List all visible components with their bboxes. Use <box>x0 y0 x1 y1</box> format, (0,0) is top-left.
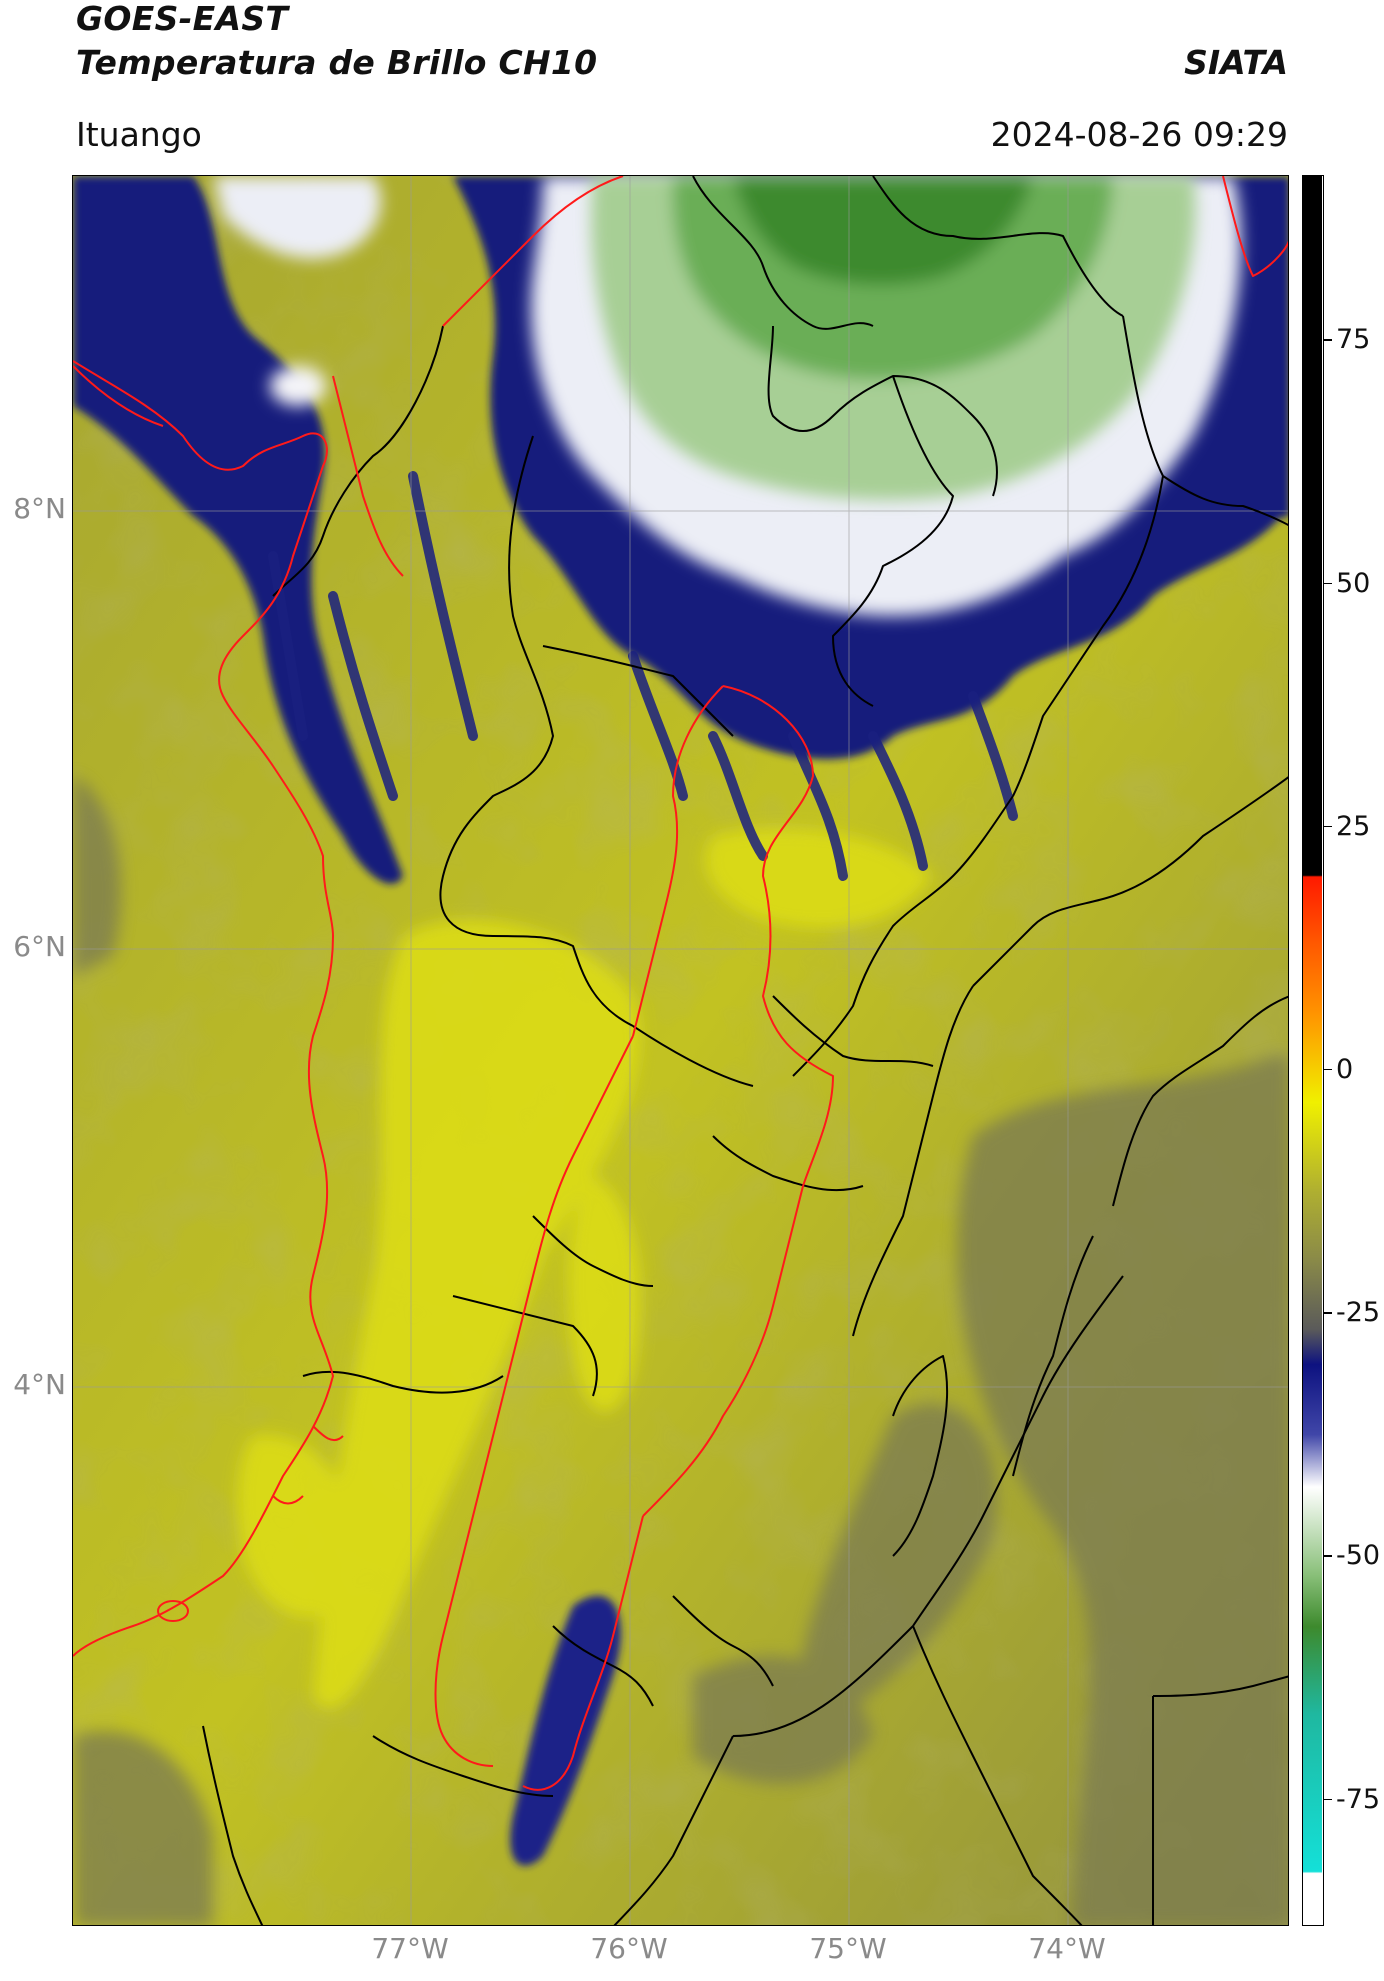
lon-label-77w: 77°W <box>371 1932 449 1965</box>
brand-label: SIATA <box>1184 43 1288 82</box>
coldest-green <box>591 176 1196 500</box>
colorbar-tick-label: -25 <box>1336 1297 1381 1329</box>
lat-label-8n: 8°N <box>13 492 66 525</box>
colorbar-tick <box>1324 1555 1332 1557</box>
colorbar-tick-label: 75 <box>1336 324 1371 356</box>
lon-label-75w: 75°W <box>809 1932 887 1965</box>
lat-label-6n: 6°N <box>13 930 66 963</box>
colorbar-tick <box>1324 339 1332 341</box>
lat-label-4n: 4°N <box>13 1368 66 1401</box>
colorbar-tick <box>1324 825 1332 828</box>
colorbar <box>1302 175 1324 1926</box>
colorbar-tick <box>1324 1798 1332 1801</box>
colorbar-tick-label: -75 <box>1336 1783 1381 1815</box>
lon-label-76w: 76°W <box>590 1932 668 1965</box>
colorbar-tick-label: -50 <box>1336 1540 1381 1572</box>
product-title: Temperatura de Brillo CH10 <box>76 43 598 82</box>
colorbar-tick-label: 25 <box>1336 810 1371 842</box>
map-svg <box>73 176 1288 1925</box>
colorbar-tick-label: 50 <box>1336 567 1371 599</box>
colorbar-tick <box>1324 1068 1332 1071</box>
graticule <box>73 176 1288 1925</box>
timestamp-label: 2024-08-26 09:29 <box>990 115 1288 154</box>
map-panel[interactable] <box>72 175 1289 1926</box>
location-label: Ituango <box>76 115 202 154</box>
colorbar-tick-label: 0 <box>1336 1053 1354 1085</box>
colorbar-tick <box>1324 582 1332 585</box>
country-borders <box>73 176 1288 1791</box>
colorbar-tick <box>1324 1312 1332 1314</box>
lon-label-74w: 74°W <box>1028 1932 1106 1965</box>
satellite-title: GOES-EAST <box>76 0 289 38</box>
navy-streaks <box>268 471 1018 881</box>
